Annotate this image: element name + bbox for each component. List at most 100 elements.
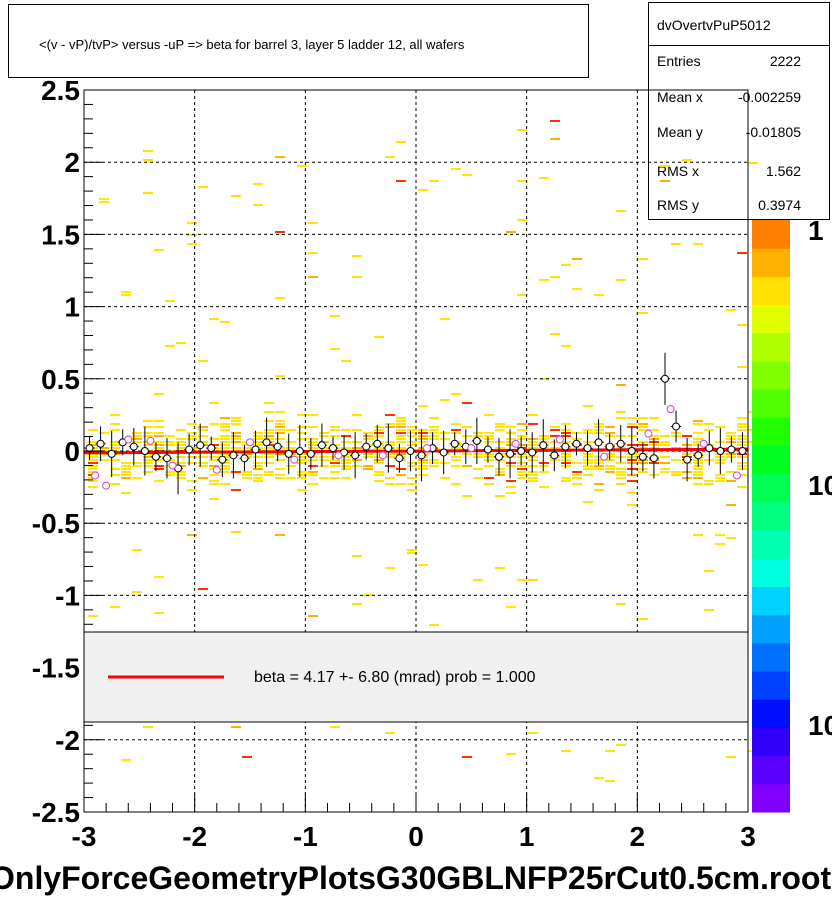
histogram-cell bbox=[693, 420, 703, 422]
histogram-cell bbox=[286, 447, 296, 449]
profile-point bbox=[716, 447, 725, 455]
histogram-cell bbox=[550, 138, 560, 140]
palette-cell bbox=[752, 614, 790, 644]
histogram-cell bbox=[385, 453, 395, 455]
profile-point bbox=[539, 441, 548, 450]
histogram-cell bbox=[407, 426, 417, 428]
histogram-cell bbox=[561, 477, 571, 479]
profile-point bbox=[694, 451, 703, 460]
histogram-cell bbox=[242, 471, 252, 473]
file-name-caption: OnlyForceGeometryPlotsG30GBLNFP25rCut0.5… bbox=[0, 860, 832, 896]
histogram-cell bbox=[583, 501, 593, 503]
histogram-cell bbox=[704, 570, 714, 572]
profile-point bbox=[661, 374, 669, 383]
histogram-cell bbox=[517, 438, 527, 440]
histogram-cell bbox=[616, 468, 626, 470]
histogram-cell bbox=[528, 438, 538, 440]
histogram-cell bbox=[341, 456, 351, 458]
histogram-cell bbox=[561, 750, 571, 752]
fit-line bbox=[83, 447, 749, 455]
histogram-cell bbox=[187, 432, 197, 434]
histogram-cell bbox=[330, 315, 340, 317]
histogram-cell bbox=[143, 465, 153, 467]
histogram-cell bbox=[462, 402, 472, 404]
histogram-cell bbox=[209, 459, 219, 461]
histogram-cell bbox=[451, 429, 461, 431]
histogram-cell bbox=[429, 417, 439, 419]
histogram-cell bbox=[121, 462, 131, 464]
histogram-cell bbox=[517, 474, 527, 476]
histogram-cell bbox=[209, 438, 219, 440]
histogram-cell bbox=[187, 462, 197, 464]
histogram-cell bbox=[473, 477, 483, 479]
histogram-cell bbox=[275, 420, 285, 422]
histogram-cell bbox=[627, 480, 637, 482]
histogram-cell bbox=[363, 456, 373, 458]
histogram-cell bbox=[517, 429, 527, 431]
color-palette: 1 10 10 bbox=[752, 215, 832, 813]
histogram-cell bbox=[616, 417, 626, 419]
histogram-cell bbox=[374, 480, 384, 482]
histogram-cell bbox=[143, 471, 153, 473]
pink-point bbox=[732, 471, 741, 480]
histogram-cell bbox=[484, 438, 494, 440]
histogram-cell bbox=[352, 429, 362, 431]
histogram-cell bbox=[396, 432, 406, 434]
histogram-cell bbox=[308, 222, 318, 224]
histogram-cell bbox=[253, 468, 263, 470]
histogram-cell bbox=[253, 465, 263, 467]
histogram-cell bbox=[176, 429, 186, 431]
histogram-cell bbox=[396, 474, 406, 476]
histogram-cell bbox=[330, 471, 340, 473]
histogram-cell bbox=[627, 417, 637, 419]
palette-cell bbox=[752, 276, 790, 306]
profile-point bbox=[373, 439, 382, 448]
histogram-cell bbox=[473, 468, 483, 470]
histogram-cell bbox=[484, 432, 494, 434]
profile-point bbox=[705, 444, 714, 453]
histogram-cell bbox=[297, 165, 307, 167]
histogram-cell bbox=[451, 456, 461, 458]
x-tick-label: -2 bbox=[182, 821, 207, 852]
histogram-cell bbox=[374, 432, 384, 434]
histogram-cell bbox=[660, 468, 670, 470]
histogram-cell bbox=[385, 426, 395, 428]
histogram-cell bbox=[726, 471, 736, 473]
histogram-cell bbox=[572, 471, 582, 473]
profile-point bbox=[572, 439, 581, 448]
histogram-cell bbox=[187, 222, 197, 224]
histogram-cell bbox=[726, 435, 736, 437]
histogram-cell bbox=[616, 744, 626, 746]
histogram-cell bbox=[88, 459, 98, 461]
histogram-cell bbox=[132, 435, 142, 437]
profile-point bbox=[649, 454, 658, 463]
histogram-cell bbox=[407, 462, 417, 464]
histogram-cell bbox=[396, 468, 406, 470]
profile-point bbox=[329, 444, 337, 453]
y-tick-label: -0.5 bbox=[32, 508, 80, 539]
histogram-cell bbox=[187, 456, 197, 458]
histogram-cell bbox=[176, 342, 186, 344]
histogram-cell bbox=[583, 429, 593, 431]
histogram-cell bbox=[495, 567, 505, 569]
histogram-cell bbox=[407, 444, 417, 446]
histogram-cell bbox=[550, 441, 560, 443]
x-tick-label: -3 bbox=[72, 821, 97, 852]
histogram-cell bbox=[704, 480, 714, 482]
profile-point bbox=[506, 449, 515, 458]
histogram-cell bbox=[297, 438, 307, 440]
histogram-cell bbox=[308, 465, 318, 467]
histogram-cell bbox=[220, 438, 230, 440]
histogram-cell bbox=[429, 465, 439, 467]
histogram-cell bbox=[88, 429, 98, 431]
histogram-cell bbox=[627, 492, 637, 494]
histogram-cell bbox=[253, 480, 263, 482]
histogram-cell bbox=[517, 435, 527, 437]
histogram-cell bbox=[418, 474, 428, 476]
histogram-cell bbox=[330, 429, 340, 431]
histogram-cell bbox=[583, 405, 593, 407]
histogram-cell bbox=[638, 423, 648, 425]
palette-label: 10 bbox=[808, 710, 832, 741]
histogram-cell bbox=[594, 294, 604, 296]
histogram-cell bbox=[297, 432, 307, 434]
